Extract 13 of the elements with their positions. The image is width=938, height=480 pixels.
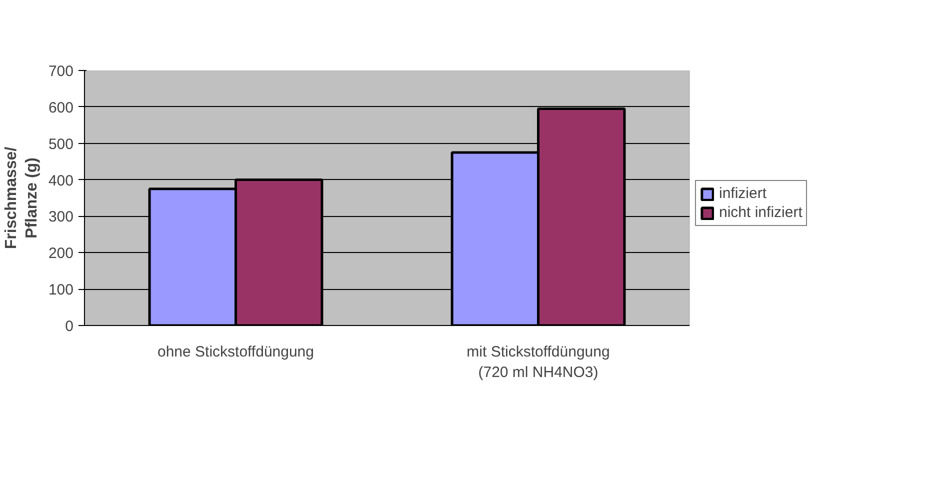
x-tick-label: mit Stickstoffdüngung (720 ml NH4NO3) (466, 344, 610, 381)
y-axis-title: Frischmasse/ Pflanze (g) (3, 146, 40, 250)
y-tick-label: 200 (48, 245, 74, 262)
legend-label: nicht infiziert (719, 204, 802, 221)
y-tick-label: 0 (65, 318, 74, 335)
y-tick-label: 400 (48, 172, 74, 190)
y-tick-label: 500 (48, 136, 74, 153)
y-tick-label: 300 (48, 208, 74, 226)
y-tick-label: 100 (48, 282, 74, 299)
x-tick-label: ohne Stickstoffdüngung (157, 344, 314, 360)
y-tick-label: 600 (48, 99, 74, 116)
legend-label: infiziert (719, 185, 767, 202)
y-tick-label: 700 (48, 63, 74, 80)
